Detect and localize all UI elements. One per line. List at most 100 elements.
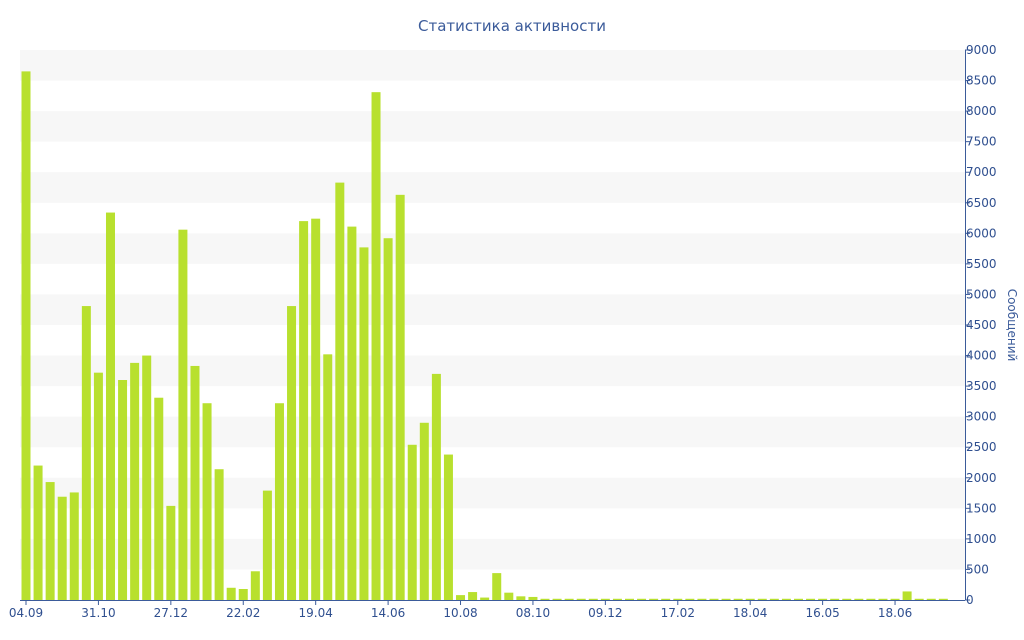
- bar[interactable]: [745, 598, 755, 600]
- y-tick-label: 1000: [966, 532, 997, 546]
- bar[interactable]: [57, 496, 67, 600]
- bar[interactable]: [178, 229, 188, 601]
- bar[interactable]: [468, 592, 478, 600]
- bar[interactable]: [661, 598, 671, 600]
- bar[interactable]: [637, 598, 647, 600]
- bar[interactable]: [540, 598, 550, 600]
- bar[interactable]: [866, 598, 876, 600]
- bar[interactable]: [190, 365, 200, 600]
- bar[interactable]: [914, 598, 924, 600]
- bar[interactable]: [33, 465, 43, 600]
- bar[interactable]: [81, 306, 91, 600]
- bar[interactable]: [69, 492, 79, 600]
- bar[interactable]: [166, 505, 176, 600]
- bar[interactable]: [600, 598, 610, 600]
- bar[interactable]: [443, 454, 453, 600]
- bar[interactable]: [878, 598, 888, 600]
- bar[interactable]: [214, 469, 224, 600]
- bar[interactable]: [854, 598, 864, 600]
- bar[interactable]: [528, 596, 538, 600]
- y-tick-label: 1500: [966, 501, 997, 515]
- bar[interactable]: [552, 598, 562, 600]
- bar[interactable]: [250, 571, 260, 600]
- bar[interactable]: [709, 598, 719, 600]
- x-tick-label: 31.10: [81, 606, 115, 620]
- bar[interactable]: [335, 182, 345, 601]
- bar[interactable]: [926, 598, 936, 600]
- x-axis: 04.09 31.10 27.12 22.02 19.04 14.06 10.08 08.10…: [9, 600, 965, 620]
- y-tick-label: 5500: [966, 257, 997, 271]
- bar[interactable]: [830, 598, 840, 600]
- bar[interactable]: [480, 597, 490, 600]
- bar[interactable]: [202, 403, 212, 600]
- bar[interactable]: [383, 238, 393, 600]
- grid-band: [20, 172, 965, 203]
- bar[interactable]: [238, 589, 248, 600]
- bar[interactable]: [395, 194, 405, 600]
- bar[interactable]: [226, 587, 236, 600]
- bar[interactable]: [902, 591, 912, 600]
- bar[interactable]: [890, 598, 900, 600]
- bar[interactable]: [697, 598, 707, 600]
- bar[interactable]: [564, 598, 574, 600]
- bar[interactable]: [721, 598, 731, 600]
- x-tick-label: 27.12: [154, 606, 188, 620]
- grid-band: [20, 111, 965, 142]
- bar[interactable]: [733, 598, 743, 600]
- y-tick-label: 9000: [966, 43, 997, 57]
- bar[interactable]: [588, 598, 598, 600]
- bar[interactable]: [625, 598, 634, 600]
- bar[interactable]: [757, 598, 767, 600]
- bar[interactable]: [299, 221, 309, 601]
- bar[interactable]: [431, 373, 441, 600]
- x-tick-label: 18.06: [878, 606, 912, 620]
- y-tick-label: 7000: [966, 165, 997, 179]
- bar[interactable]: [685, 598, 695, 600]
- bar[interactable]: [407, 444, 417, 600]
- bar[interactable]: [130, 362, 140, 600]
- bar[interactable]: [154, 397, 164, 600]
- bar[interactable]: [516, 596, 526, 600]
- bar[interactable]: [769, 598, 779, 600]
- bar[interactable]: [347, 226, 357, 601]
- bar[interactable]: [287, 306, 297, 600]
- bar[interactable]: [262, 490, 272, 600]
- bar[interactable]: [323, 354, 333, 600]
- bar[interactable]: [118, 380, 128, 600]
- bar[interactable]: [105, 212, 115, 600]
- bar[interactable]: [818, 598, 828, 600]
- bar[interactable]: [274, 403, 284, 600]
- bar[interactable]: [842, 598, 852, 600]
- bar[interactable]: [576, 598, 586, 600]
- bar[interactable]: [21, 71, 31, 600]
- y-axis-title: Сообщений: [1005, 289, 1019, 362]
- bar[interactable]: [673, 598, 683, 600]
- bar[interactable]: [142, 355, 152, 600]
- y-tick-label: 3500: [966, 379, 997, 393]
- bar[interactable]: [793, 598, 803, 600]
- bar[interactable]: [938, 598, 948, 600]
- bar[interactable]: [612, 598, 622, 600]
- bar[interactable]: [45, 482, 55, 600]
- y-tick-label: 0: [966, 593, 974, 607]
- bar[interactable]: [492, 573, 502, 600]
- bar[interactable]: [806, 598, 816, 600]
- bar[interactable]: [781, 598, 791, 600]
- x-tick-label: 22.02: [226, 606, 260, 620]
- bar[interactable]: [504, 592, 514, 600]
- chart-title: Статистика активности: [418, 17, 606, 35]
- y-tick-label: 7500: [966, 135, 997, 149]
- bar[interactable]: [456, 595, 466, 600]
- y-tick-label: 5000: [966, 287, 997, 301]
- bar[interactable]: [359, 247, 369, 600]
- y-tick-label: 8000: [966, 104, 997, 118]
- bar[interactable]: [419, 422, 429, 600]
- bar[interactable]: [93, 372, 103, 600]
- bar[interactable]: [311, 218, 321, 601]
- x-tick-label: 08.10: [516, 606, 550, 620]
- y-tick-label: 6000: [966, 226, 997, 240]
- y-tick-label: 8500: [966, 74, 997, 88]
- bar[interactable]: [371, 92, 381, 601]
- grid-band: [20, 294, 965, 325]
- bar[interactable]: [649, 598, 659, 600]
